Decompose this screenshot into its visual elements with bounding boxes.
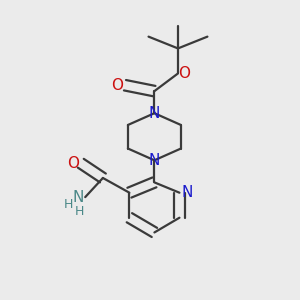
Text: N: N	[149, 153, 160, 168]
Text: O: O	[111, 78, 123, 93]
Text: H: H	[64, 198, 73, 211]
Text: O: O	[68, 156, 80, 171]
Text: N: N	[149, 106, 160, 121]
Text: H: H	[75, 205, 85, 218]
Text: N: N	[72, 190, 83, 205]
Text: O: O	[178, 66, 190, 81]
Text: N: N	[181, 185, 193, 200]
